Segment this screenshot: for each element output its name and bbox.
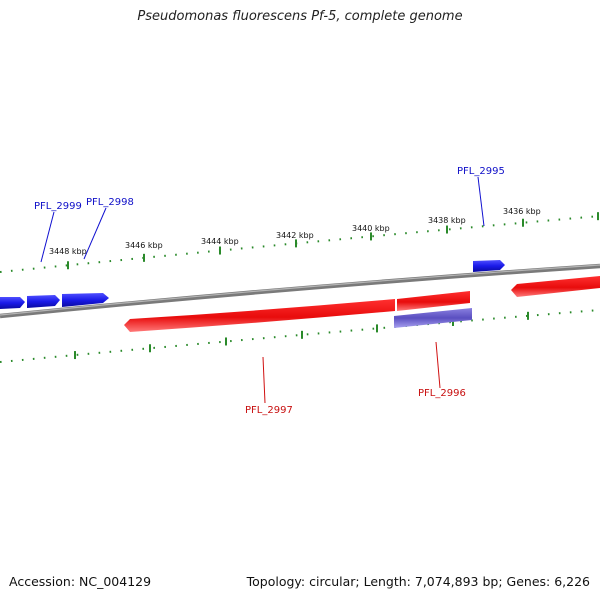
kbp-label: 3438 kbp [428, 216, 466, 225]
kbp-label: 3436 kbp [503, 207, 541, 216]
gene-label-pfl-2995[interactable]: PFL_2995 [457, 166, 505, 177]
gene-arrow-reverse[interactable] [124, 299, 395, 332]
gene-arrow-forward[interactable] [62, 293, 109, 307]
gene-arrow-reverse[interactable] [397, 291, 470, 311]
rna-feature[interactable] [394, 308, 472, 328]
gene-labels: PFL_2999 PFL_2998 PFL_2995 PFL_2997 PFL_… [34, 166, 505, 416]
accession-text: Accession: NC_004129 [9, 574, 152, 589]
genome-summary-text: Topology: circular; Length: 7,074,893 bp… [246, 574, 590, 589]
kbp-labels: 3448 kbp 3446 kbp 3444 kbp 3442 kbp 3440… [49, 207, 541, 256]
kbp-label: 3442 kbp [276, 231, 314, 240]
gene-label-leaders [40, 176, 485, 404]
kbp-label: 3444 kbp [201, 237, 239, 246]
gene-label-pfl-2999[interactable]: PFL_2999 [34, 201, 82, 212]
gene-label-pfl-2996[interactable]: PFL_2996 [418, 388, 466, 399]
gene-arrow-reverse[interactable] [511, 276, 600, 297]
genome-backbone [0, 263, 600, 319]
gene-arrow-forward[interactable] [473, 260, 505, 272]
forward-genes [0, 260, 505, 309]
gene-arrow-forward[interactable] [0, 297, 25, 309]
gene-label-pfl-2998[interactable]: PFL_2998 [86, 197, 134, 208]
gene-arrow-forward[interactable] [27, 295, 60, 308]
kbp-label: 3440 kbp [352, 224, 390, 233]
inner-tick-ring [0, 309, 600, 363]
map-title: Pseudomonas fluorescens Pf-5, complete g… [137, 9, 463, 24]
kbp-label: 3446 kbp [125, 241, 163, 250]
outer-tick-ring [0, 215, 600, 273]
kbp-label: 3448 kbp [49, 247, 87, 256]
reverse-genes [124, 276, 600, 332]
gene-label-pfl-2997[interactable]: PFL_2997 [245, 405, 293, 416]
